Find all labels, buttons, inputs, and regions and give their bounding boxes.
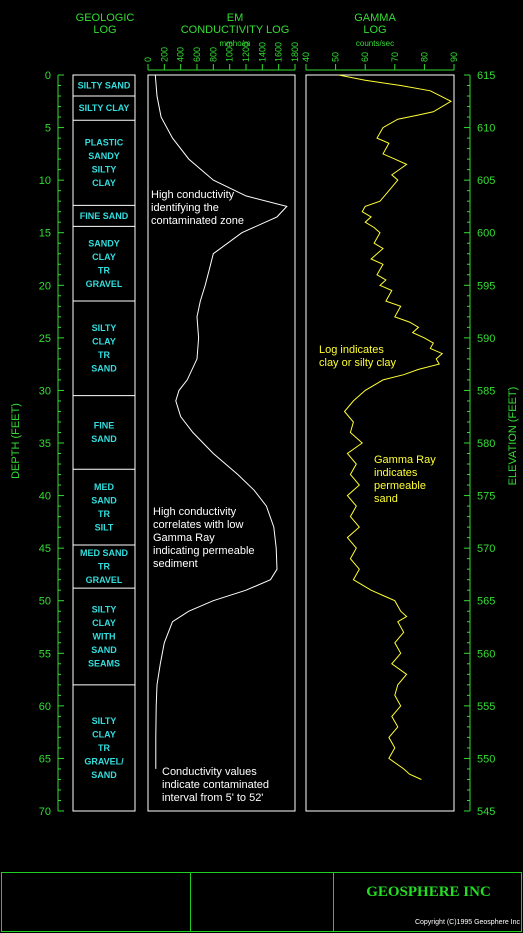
geologic-unit-label: SILTY CLAY TR GRAVEL/SAND [84, 716, 124, 780]
elevation-tick-label: 560 [477, 648, 495, 660]
elevation-tick-label: 610 [477, 123, 495, 135]
company-name: GEOSPHERE INC [366, 884, 491, 900]
gamma-scale-label: 90 [449, 52, 459, 62]
em-units-label: mmho/m [219, 39, 251, 48]
depth-tick-label: 25 [39, 333, 51, 345]
elevation-tick-label: 595 [477, 280, 495, 292]
gamma-scale-label: 70 [390, 52, 400, 62]
footer-box-right [333, 872, 522, 932]
em-log-header: EM CONDUCTIVITY LOG [180, 12, 290, 36]
em-scale-label: 400 [176, 47, 186, 62]
elevation-tick-label: 600 [477, 228, 495, 240]
em-scale-label: 1000 [225, 42, 235, 62]
em-scale-label: 1400 [257, 42, 267, 62]
em-scale-label: 800 [208, 47, 218, 62]
depth-axis-title: DEPTH (FEET) [10, 403, 22, 479]
elevation-tick-label: 585 [477, 385, 495, 397]
em-scale-label: 0 [143, 57, 153, 62]
depth-tick-label: 40 [39, 491, 51, 503]
elevation-tick-label: 580 [477, 438, 495, 450]
depth-tick-label: 20 [39, 280, 51, 292]
elevation-tick-label: 570 [477, 543, 495, 555]
depth-tick-label: 10 [39, 175, 51, 187]
depth-tick-label: 70 [39, 806, 51, 818]
geologic-log-header: GEOLOGIC LOG [75, 12, 135, 36]
depth-tick-label: 45 [39, 543, 51, 555]
geologic-unit-label: PLASTIC SANDY SILTY CLAY [85, 138, 124, 189]
copyright-notice: Copyright (C)1995 Geosphere Inc [414, 919, 520, 926]
elevation-tick-label: 615 [477, 70, 495, 82]
geologic-unit-label: FINE SAND [91, 421, 117, 445]
em-scale-label: 600 [192, 47, 202, 62]
gamma-log-header: GAMMA LOG [354, 12, 396, 36]
geologic-unit-label: FINE SAND [80, 211, 129, 221]
depth-tick-label: 15 [39, 228, 51, 240]
gamma-scale-label: 50 [331, 52, 341, 62]
geologic-unit-label: SANDY CLAY TR GRAVEL [86, 238, 123, 289]
depth-axis: 0 5 10 15 20 25 30 35 40 45 50 55 60 65 70 [39, 70, 64, 818]
geologic-unit-label: SILTY CLAY [79, 103, 130, 113]
depth-tick-label: 0 [45, 70, 51, 82]
gamma-panel: 40 50 60 70 80 90 [301, 52, 459, 812]
depth-tick-label: 65 [39, 753, 51, 765]
gamma-curve [338, 74, 453, 780]
elevation-tick-label: 550 [477, 753, 495, 765]
gamma-scale-label: 40 [301, 52, 311, 62]
elevation-tick-label: 555 [477, 701, 495, 713]
gamma-border [305, 74, 455, 812]
em-scale-label: 1600 [274, 42, 284, 62]
em-scale-label: 1200 [241, 42, 251, 62]
footer-box-left [1, 872, 191, 932]
footer-box-middle [190, 872, 334, 932]
em-conductivity-panel: 0 200 400 600 800 1000 1200 1400 1600 1800 [143, 42, 300, 812]
geologic-unit-label: SILTY CLAY WITH SAND SEAMS [88, 604, 120, 668]
geologic-unit-label: SILTY CLAY TR SAND [91, 323, 117, 374]
elevation-tick-label: 565 [477, 596, 495, 608]
elevation-axis: 615 610 605 600 595 590 585 580 575 570 565 560 555 5… [464, 70, 495, 818]
gamma-scale-label: 80 [419, 52, 429, 62]
geologic-unit-label: SILTY SAND [78, 81, 131, 91]
em-curve [154, 74, 288, 769]
depth-tick-label: 55 [39, 648, 51, 660]
elevation-tick-label: 590 [477, 333, 495, 345]
gamma-annotation-permeable-sand: Gamma Ray indicates permeable sand [374, 454, 436, 505]
em-border [147, 74, 296, 812]
em-annotation-contaminated-interval: Conductivity values indicate contaminate… [162, 766, 270, 804]
depth-tick-label: 50 [39, 596, 51, 608]
elevation-tick-label: 605 [477, 175, 495, 187]
gamma-annotation-clay: Log indicates clay or silty clay [319, 344, 397, 369]
gamma-scale-label: 60 [360, 52, 370, 62]
geologic-log-column: SILTY SAND SILTY CLAY PLASTIC SANDY SILTY CLA… [72, 74, 136, 812]
em-scale-label: 200 [159, 47, 169, 62]
depth-tick-label: 60 [39, 701, 51, 713]
em-scale-label: 1800 [290, 42, 300, 62]
elevation-tick-label: 545 [477, 806, 495, 818]
elevation-tick-label: 575 [477, 491, 495, 503]
em-annotation-contaminated-zone: High conductivity identifying the contam… [151, 189, 244, 227]
elevation-axis-title: ELEVATION (FEET) [507, 386, 519, 486]
depth-tick-label: 5 [45, 123, 51, 135]
geologic-unit-label: MED SAND TR SILT [91, 482, 117, 533]
geologic-column-border [72, 74, 136, 812]
footer-bar [0, 872, 523, 933]
geologic-unit-label: MED SAND TR GRAVEL [80, 548, 129, 585]
depth-tick-label: 35 [39, 438, 51, 450]
em-annotation-permeable-sediment: High conductivity correlates with low Ga… [153, 506, 255, 570]
gamma-units-label: counts/sec [355, 39, 395, 48]
depth-tick-label: 30 [39, 385, 51, 397]
